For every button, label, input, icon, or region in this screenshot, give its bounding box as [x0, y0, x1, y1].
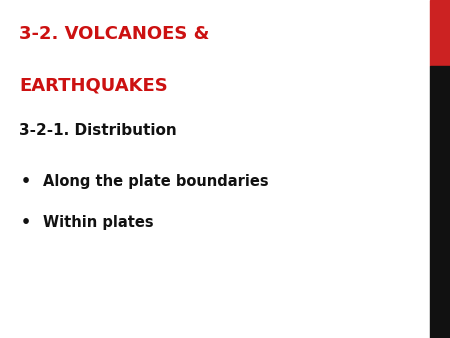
- Text: Along the plate boundaries: Along the plate boundaries: [43, 174, 268, 189]
- Text: Within plates: Within plates: [43, 215, 153, 230]
- Text: 3-2. VOLCANOES &: 3-2. VOLCANOES &: [19, 25, 209, 43]
- Text: •: •: [21, 174, 31, 189]
- Text: EARTHQUAKES: EARTHQUAKES: [19, 76, 168, 94]
- Bar: [430, 66, 450, 338]
- Bar: [430, 0, 450, 66]
- Text: 3-2-1. Distribution: 3-2-1. Distribution: [19, 123, 177, 138]
- Text: •: •: [21, 215, 31, 230]
